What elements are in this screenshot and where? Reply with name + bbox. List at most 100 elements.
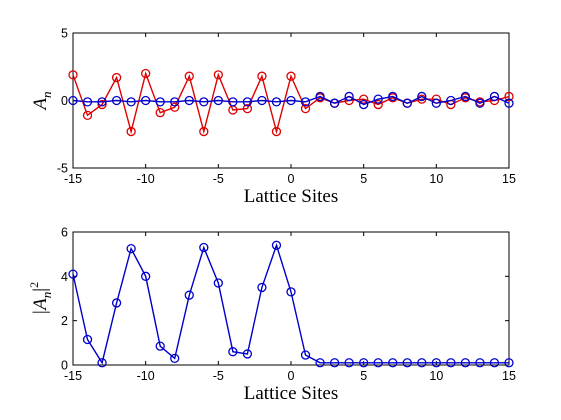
x-tick-label: 15 <box>502 369 516 383</box>
data-point <box>126 243 136 254</box>
data-point <box>97 99 107 110</box>
data-point <box>141 95 151 106</box>
bottom-y-axis-ticks: 0 2 4 6 <box>61 226 509 373</box>
data-point <box>460 358 471 368</box>
data-point <box>228 97 238 107</box>
data-point <box>111 298 122 308</box>
data-point <box>431 358 441 368</box>
data-point <box>489 91 500 102</box>
y-tick-label: 0 <box>61 94 68 108</box>
data-point <box>257 71 267 81</box>
data-point <box>373 358 383 368</box>
data-point <box>344 91 354 102</box>
data-point <box>388 91 398 102</box>
data-point <box>213 95 223 106</box>
x-tick-label: 10 <box>429 369 443 383</box>
x-tick-label: -15 <box>64 369 82 383</box>
x-tick-label: 0 <box>288 369 295 383</box>
top-y-axis-label-base: A <box>30 98 51 112</box>
data-point <box>242 349 253 359</box>
x-tick-label: 0 <box>288 172 295 186</box>
data-point <box>300 103 311 114</box>
data-point <box>97 358 107 368</box>
data-point <box>489 358 500 368</box>
data-point <box>504 98 514 108</box>
x-tick-label: -15 <box>64 172 82 186</box>
data-point <box>155 97 165 107</box>
data-point <box>184 290 194 300</box>
data-point <box>242 97 253 107</box>
data-point <box>344 358 354 368</box>
data-point <box>373 99 383 110</box>
data-point <box>126 97 136 107</box>
data-point <box>359 99 369 110</box>
data-point <box>315 91 325 102</box>
data-point <box>111 72 122 83</box>
data-point <box>126 126 136 137</box>
data-point <box>300 97 311 107</box>
series-line-1 <box>72 95 510 106</box>
data-point <box>111 95 122 106</box>
data-point <box>388 358 398 368</box>
data-point <box>155 108 165 118</box>
data-point <box>446 358 456 368</box>
data-point <box>170 102 180 112</box>
data-point <box>431 98 441 108</box>
data-point <box>199 97 209 107</box>
data-point <box>373 94 383 104</box>
data-point <box>315 358 325 368</box>
data-point <box>417 358 427 368</box>
data-point <box>228 347 238 357</box>
bottom-y-axis-label-tail: | <box>30 288 51 292</box>
data-point <box>286 71 296 81</box>
data-point <box>475 358 485 368</box>
data-point <box>141 271 151 281</box>
data-point <box>97 97 107 107</box>
y-tick-label: 6 <box>61 226 68 240</box>
y-tick-label: 2 <box>61 314 68 328</box>
bottom-y-axis-label-superscript: 2 <box>27 282 41 288</box>
data-point <box>359 358 369 368</box>
x-tick-label: 15 <box>502 172 516 186</box>
top-y-axis-label-subscript: n <box>39 91 54 98</box>
bottom-x-axis-label: Lattice Sites <box>244 383 338 404</box>
x-tick-label: -5 <box>213 369 224 383</box>
data-point <box>417 91 427 102</box>
data-point <box>155 341 165 351</box>
x-tick-label: 5 <box>360 369 367 383</box>
data-point <box>504 91 514 102</box>
data-point <box>271 97 282 107</box>
data-point <box>68 70 78 80</box>
y-tick-label: 0 <box>61 359 68 373</box>
data-point <box>141 68 151 79</box>
bottom-x-axis-ticks: -15 -10 -5 0 5 10 15 <box>64 232 516 383</box>
data-point <box>257 95 267 106</box>
data-point <box>199 242 209 253</box>
bottom-y-axis-label-subscript: n <box>39 292 54 299</box>
data-point <box>170 97 180 107</box>
data-point <box>475 98 485 108</box>
data-point <box>184 71 194 81</box>
data-point <box>257 282 267 293</box>
data-point <box>82 334 93 345</box>
data-point <box>402 358 412 368</box>
data-point <box>329 358 340 368</box>
y-tick-label: -5 <box>57 162 68 176</box>
data-point <box>417 94 427 104</box>
top-x-axis-ticks: -15 -10 -5 0 5 10 15 <box>64 33 516 186</box>
bottom-series <box>68 240 514 368</box>
top-series <box>68 68 514 137</box>
x-tick-label: -10 <box>137 369 155 383</box>
data-point <box>504 358 514 368</box>
data-point <box>82 110 93 120</box>
data-point <box>199 126 209 137</box>
data-point <box>213 278 223 288</box>
series-line-0 <box>72 243 509 365</box>
data-point <box>170 353 180 364</box>
x-tick-label: -10 <box>137 172 155 186</box>
bottom-plot-area <box>72 231 510 366</box>
x-tick-label: -5 <box>213 172 224 186</box>
top-x-axis-label: Lattice Sites <box>244 186 338 207</box>
data-point <box>286 95 296 106</box>
